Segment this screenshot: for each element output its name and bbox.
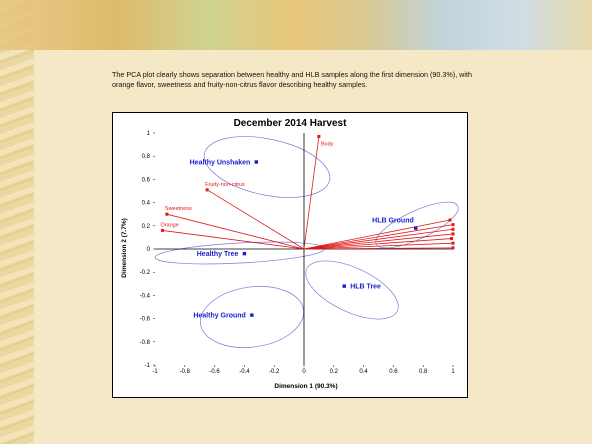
y-tick-label: 0.6 — [142, 177, 151, 183]
y-tick-label: -1 — [145, 363, 151, 369]
y-axis-label: Dimension 2 (7.7%) — [121, 218, 128, 278]
x-tick-label: 0.8 — [419, 369, 428, 375]
variable-tip — [452, 242, 455, 245]
slide-text: The PCA plot clearly shows separation be… — [112, 70, 492, 90]
x-tick-label: 0.2 — [330, 369, 339, 375]
y-tick-label: 0.8 — [142, 154, 151, 160]
x-axis-label: Dimension 1 (90.3%) — [274, 383, 337, 390]
observation-label: Healthy Tree — [197, 251, 239, 258]
variable-tip — [452, 228, 455, 231]
chart-frame — [113, 113, 468, 398]
observation-point — [243, 252, 246, 255]
y-tick-label: -0.2 — [140, 270, 151, 276]
variable-tip — [450, 237, 453, 240]
variable-tip — [206, 188, 209, 191]
variable-tip — [161, 229, 164, 232]
observation-label: Healthy Unshaken — [190, 160, 251, 167]
variable-tip — [452, 232, 455, 235]
banner — [0, 0, 592, 50]
variable-tip — [452, 223, 455, 226]
chart: December 2014 Harvest Dimension 1 (90.3%… — [112, 112, 468, 398]
observation-point — [414, 226, 417, 229]
y-tick-label: 0.2 — [142, 224, 151, 230]
chart-title: December 2014 Harvest — [234, 118, 348, 129]
variable-label: Orange — [160, 222, 178, 228]
variable-tip — [452, 246, 455, 249]
observation-label: HLB Ground — [372, 218, 414, 225]
variable-label: Fruity-non-citrus — [205, 182, 245, 188]
variable-tip — [165, 213, 168, 216]
y-tick-label: -0.8 — [140, 340, 151, 346]
variable-tip — [317, 135, 320, 138]
x-tick-label: -0.8 — [180, 369, 191, 375]
x-tick-label: -1 — [152, 369, 158, 375]
observation-point — [250, 313, 253, 316]
observation-point — [255, 160, 258, 163]
observation-label: Healthy Ground — [193, 313, 246, 320]
variable-label: Body — [321, 141, 334, 147]
y-tick-label: -0.6 — [140, 317, 151, 323]
x-tick-label: -0.4 — [239, 369, 250, 375]
x-tick-label: -0.6 — [209, 369, 220, 375]
x-tick-label: 0.6 — [389, 369, 398, 375]
observation-point — [343, 284, 346, 287]
y-tick-label: -0.4 — [140, 293, 151, 299]
x-tick-label: -0.2 — [269, 369, 280, 375]
decor-strip — [0, 0, 34, 444]
y-tick-label: 0.4 — [142, 201, 151, 207]
slide: The PCA plot clearly shows separation be… — [0, 0, 592, 444]
observation-label: HLB Tree — [350, 284, 381, 291]
x-tick-label: 0.4 — [359, 369, 368, 375]
variable-tip — [449, 219, 452, 222]
variable-label: Sweetness — [165, 206, 192, 212]
